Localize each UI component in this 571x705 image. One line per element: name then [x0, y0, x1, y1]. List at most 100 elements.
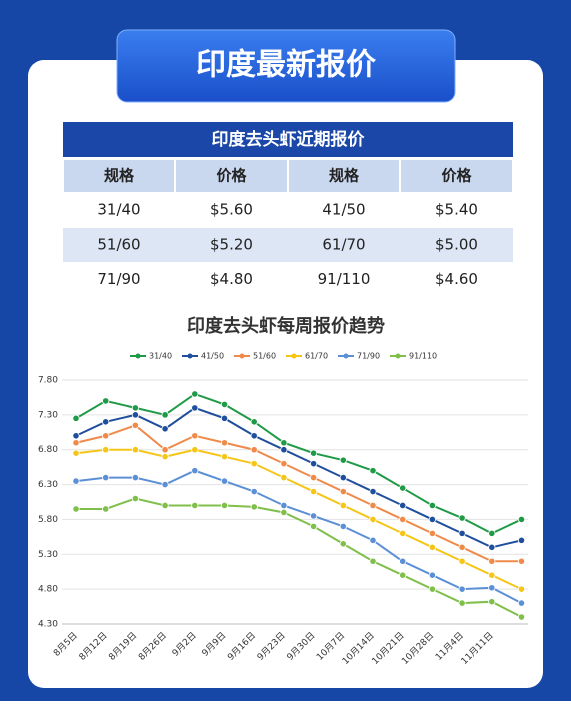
point — [369, 515, 377, 524]
chart-title: 印度去头虾每周报价趋势 — [187, 315, 385, 337]
point — [72, 414, 80, 422]
cell: 41/50 — [322, 201, 365, 219]
point — [339, 487, 347, 496]
point — [220, 477, 229, 485]
point — [72, 439, 80, 447]
point — [280, 508, 288, 517]
legend-label: 91/110 — [409, 352, 437, 361]
cell: $5.60 — [210, 201, 253, 219]
point — [428, 529, 436, 537]
point — [250, 487, 258, 496]
y-tick-label: 7.30 — [38, 410, 58, 420]
series-line — [75, 469, 522, 604]
series-line — [75, 406, 522, 549]
point — [428, 515, 436, 524]
point — [369, 501, 377, 510]
point — [131, 404, 139, 412]
point — [102, 473, 110, 482]
cell: 71/90 — [97, 270, 140, 288]
series-line — [75, 448, 522, 591]
legend-marker — [187, 353, 193, 359]
cell: $5.20 — [210, 236, 253, 254]
point — [220, 439, 229, 447]
cell: 61/70 — [322, 236, 365, 254]
point — [131, 473, 139, 482]
column-head: 规格 — [104, 167, 135, 185]
y-tick-label: 7.80 — [38, 376, 58, 386]
point — [102, 418, 110, 426]
legend-label: 71/90 — [357, 352, 380, 361]
point — [458, 585, 466, 593]
point — [458, 599, 466, 607]
y-tick-label: 6.80 — [38, 445, 58, 455]
point — [161, 480, 169, 489]
legend-label: 31/40 — [149, 352, 172, 361]
point — [309, 487, 318, 496]
point — [220, 501, 229, 510]
point — [488, 598, 496, 606]
point — [517, 613, 526, 621]
point — [220, 453, 229, 461]
point — [517, 599, 526, 607]
point — [488, 543, 496, 551]
point — [220, 400, 229, 408]
legend-label: 51/60 — [253, 352, 276, 361]
cell: 31/40 — [97, 201, 140, 219]
point — [102, 446, 110, 454]
point — [161, 411, 169, 419]
point — [399, 557, 407, 565]
cell: 91/110 — [318, 270, 371, 288]
legend-label: 61/70 — [305, 352, 328, 361]
point — [517, 515, 526, 524]
point — [309, 449, 318, 457]
point — [280, 501, 288, 510]
point — [339, 473, 347, 482]
y-tick-label: 5.80 — [38, 515, 58, 525]
cell: $4.80 — [210, 270, 253, 288]
point — [339, 540, 347, 548]
point — [250, 460, 258, 468]
y-tick-label: 4.80 — [38, 585, 58, 595]
point — [102, 432, 110, 440]
point — [191, 446, 199, 454]
legend-marker — [239, 353, 245, 359]
point — [102, 505, 110, 513]
point — [250, 446, 258, 454]
point — [517, 585, 526, 593]
point — [339, 456, 347, 464]
y-tick-label: 4.30 — [38, 620, 58, 630]
point — [191, 501, 199, 510]
point — [72, 432, 80, 440]
y-tick-label: 5.30 — [38, 550, 58, 560]
point — [309, 522, 318, 531]
point — [339, 501, 347, 510]
point — [458, 514, 466, 522]
point — [131, 411, 139, 419]
table-title: 印度去头虾近期报价 — [212, 129, 366, 150]
point — [428, 501, 436, 510]
point — [399, 515, 407, 524]
column-head-cell — [176, 160, 287, 192]
y-tick-label: 6.30 — [38, 480, 58, 490]
point — [399, 529, 407, 537]
point — [488, 584, 496, 592]
row-band — [63, 228, 513, 262]
point — [131, 421, 139, 429]
point — [131, 494, 139, 503]
point — [369, 536, 377, 544]
point — [488, 557, 496, 565]
point — [517, 557, 526, 565]
point — [220, 414, 229, 422]
cell: $4.60 — [435, 270, 478, 288]
point — [250, 418, 258, 426]
column-head-cell — [64, 160, 174, 192]
point — [161, 453, 169, 461]
banner — [116, 29, 456, 103]
point — [369, 487, 377, 496]
point — [161, 501, 169, 510]
point — [399, 571, 407, 579]
cell: $5.40 — [435, 201, 478, 219]
column-head-cell — [401, 160, 512, 192]
